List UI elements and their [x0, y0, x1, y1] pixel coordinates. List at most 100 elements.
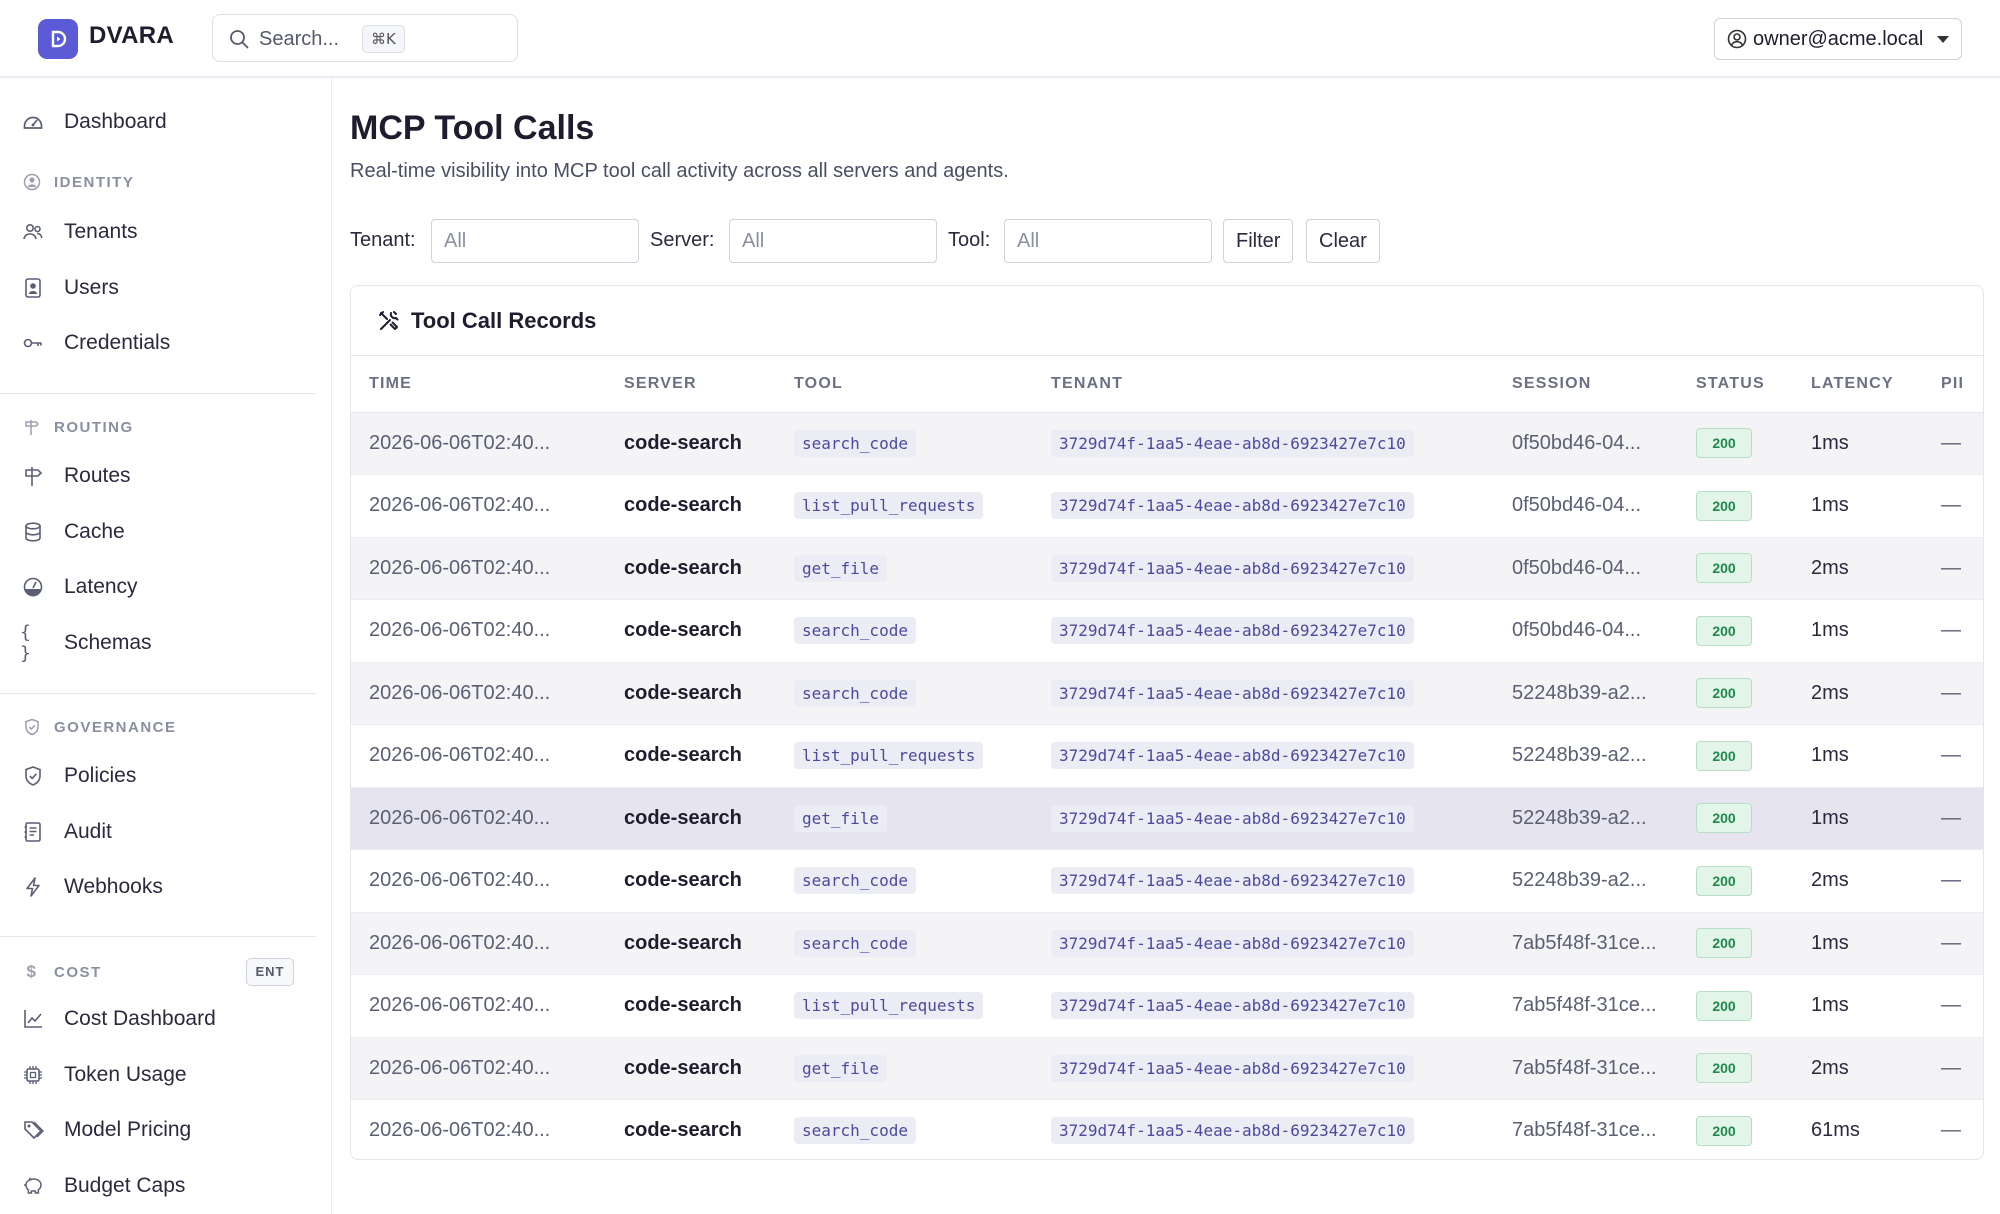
- cell-pii: —: [1923, 787, 1983, 850]
- cell-session: 7ab5f48f-31ce...: [1494, 1099, 1678, 1159]
- sidebar-item-token-usage[interactable]: Token Usage: [20, 1055, 320, 1095]
- sidebar-item-cache[interactable]: Cache: [20, 512, 320, 552]
- sidebar-item-dashboard[interactable]: Dashboard: [20, 102, 320, 142]
- sidebar-item-routes[interactable]: Routes: [20, 456, 320, 496]
- table-row[interactable]: 2026-06-06T02:40... code-search search_cod…: [351, 1099, 1983, 1159]
- tool-filter-input[interactable]: [1004, 219, 1212, 263]
- cell-session: 7ab5f48f-31ce...: [1494, 974, 1678, 1038]
- cell-status: 200: [1678, 537, 1793, 600]
- column-header-session[interactable]: SESSION: [1494, 357, 1678, 413]
- cell-time: 2026-06-06T02:40...: [351, 974, 606, 1038]
- brand-name[interactable]: DVARA: [89, 22, 175, 49]
- table-row[interactable]: 2026-06-06T02:40... code-search get_file 37…: [351, 787, 1983, 850]
- graph-up-icon: [20, 1006, 46, 1032]
- cell-latency: 1ms: [1793, 912, 1923, 975]
- cell-tenant: 3729d74f-1aa5-4eae-ab8d-6923427e7c10: [1033, 787, 1494, 850]
- table-row[interactable]: 2026-06-06T02:40... code-search list_pull_…: [351, 724, 1983, 788]
- server-filter-input[interactable]: [729, 219, 937, 263]
- sidebar-item-label: Routes: [64, 464, 131, 487]
- tenant-filter-input[interactable]: [431, 219, 639, 263]
- cell-tool: search_code: [776, 849, 1033, 913]
- cell-tool: search_code: [776, 1099, 1033, 1159]
- cell-session: 52248b39-a2...: [1494, 787, 1678, 850]
- global-search[interactable]: ⌘K: [212, 14, 518, 62]
- search-input[interactable]: [259, 25, 369, 53]
- cell-server: code-search: [606, 662, 776, 725]
- sidebar-item-webhooks[interactable]: Webhooks: [20, 867, 320, 907]
- sidebar-item-cost-dashboard[interactable]: Cost Dashboard: [20, 999, 320, 1039]
- top-bar: DVARA ⌘K owner@acme.local: [0, 0, 2000, 78]
- filter-button[interactable]: Filter: [1223, 219, 1294, 263]
- sidebar-item-tenants[interactable]: Tenants: [20, 212, 320, 252]
- cell-session: 52248b39-a2...: [1494, 662, 1678, 725]
- sidebar-item-label: Token Usage: [64, 1063, 187, 1086]
- table-row[interactable]: 2026-06-06T02:40... code-search search_cod…: [351, 912, 1983, 975]
- tool-code: get_file: [794, 554, 888, 582]
- status-badge: 200: [1696, 928, 1752, 959]
- sidebar-item-budget-caps[interactable]: Budget Caps: [20, 1166, 320, 1206]
- sidebar-item-schemas[interactable]: { } Schemas: [20, 622, 320, 664]
- table-row[interactable]: 2026-06-06T02:40... code-search search_cod…: [351, 412, 1983, 475]
- sidebar-item-audit[interactable]: Audit: [20, 812, 320, 852]
- tool-code: search_code: [794, 679, 916, 707]
- cell-server: code-search: [606, 849, 776, 913]
- table-row[interactable]: 2026-06-06T02:40... code-search get_file 37…: [351, 1037, 1983, 1100]
- dvara-logo-icon[interactable]: [38, 19, 78, 59]
- clear-button[interactable]: Clear: [1306, 219, 1380, 263]
- tenant-code: 3729d74f-1aa5-4eae-ab8d-6923427e7c10: [1051, 992, 1414, 1020]
- column-header-status[interactable]: STATUS: [1678, 357, 1793, 413]
- column-header-tenant[interactable]: TENANT: [1033, 357, 1494, 413]
- cell-status: 200: [1678, 599, 1793, 663]
- sidebar-item-policies[interactable]: Policies: [20, 756, 320, 796]
- user-menu-button[interactable]: owner@acme.local: [1714, 18, 1962, 60]
- cell-tenant: 3729d74f-1aa5-4eae-ab8d-6923427e7c10: [1033, 412, 1494, 475]
- tools-icon: [377, 309, 401, 333]
- cell-session: 52248b39-a2...: [1494, 849, 1678, 913]
- status-badge: 200: [1696, 1053, 1752, 1084]
- person-badge-icon: [20, 275, 46, 301]
- cpu-icon: [20, 1062, 46, 1088]
- shield-icon: [22, 717, 42, 737]
- table-row[interactable]: 2026-06-06T02:40... code-search search_cod…: [351, 599, 1983, 663]
- people-icon: [20, 219, 46, 245]
- table-row[interactable]: 2026-06-06T02:40... code-search search_cod…: [351, 849, 1983, 913]
- sidebar-item-label: Audit: [64, 820, 112, 843]
- column-header-server[interactable]: SERVER: [606, 357, 776, 413]
- column-header-time[interactable]: TIME: [351, 357, 606, 413]
- cell-pii: —: [1923, 662, 1983, 725]
- sidebar-item-users[interactable]: Users: [20, 268, 320, 308]
- cell-tool: get_file: [776, 1037, 1033, 1100]
- journal-text-icon: [20, 819, 46, 845]
- tenant-code: 3729d74f-1aa5-4eae-ab8d-6923427e7c10: [1051, 492, 1414, 520]
- table-row[interactable]: 2026-06-06T02:40... code-search list_pull_…: [351, 474, 1983, 538]
- cell-time: 2026-06-06T02:40...: [351, 724, 606, 788]
- cell-server: code-search: [606, 787, 776, 850]
- table-row[interactable]: 2026-06-06T02:40... code-search get_file 37…: [351, 537, 1983, 600]
- column-header-latency[interactable]: LATENCY: [1793, 357, 1923, 413]
- enterprise-badge: ENT: [246, 958, 294, 986]
- column-header-pii[interactable]: PII: [1923, 357, 1983, 413]
- status-badge: 200: [1696, 990, 1752, 1021]
- cell-status: 200: [1678, 787, 1793, 850]
- cell-tool: search_code: [776, 912, 1033, 975]
- cell-pii: —: [1923, 974, 1983, 1038]
- column-header-tool[interactable]: TOOL: [776, 357, 1033, 413]
- cell-latency: 1ms: [1793, 787, 1923, 850]
- status-badge: 200: [1696, 678, 1752, 709]
- section-routing: ROUTING: [22, 415, 134, 439]
- search-icon: [229, 29, 249, 54]
- sidebar-item-latency[interactable]: Latency: [20, 567, 320, 607]
- tenant-code: 3729d74f-1aa5-4eae-ab8d-6923427e7c10: [1051, 617, 1414, 645]
- table-row[interactable]: 2026-06-06T02:40... code-search list_pull_…: [351, 974, 1983, 1038]
- sidebar-item-credentials[interactable]: Credentials: [20, 323, 320, 363]
- cell-time: 2026-06-06T02:40...: [351, 912, 606, 975]
- cell-tool: search_code: [776, 662, 1033, 725]
- sidebar-item-model-pricing[interactable]: Model Pricing: [20, 1110, 320, 1150]
- cell-tenant: 3729d74f-1aa5-4eae-ab8d-6923427e7c10: [1033, 1099, 1494, 1159]
- sidebar-divider: [0, 936, 316, 937]
- cell-status: 200: [1678, 724, 1793, 788]
- cell-pii: —: [1923, 537, 1983, 600]
- cell-server: code-search: [606, 412, 776, 475]
- cell-pii: —: [1923, 849, 1983, 913]
- table-row[interactable]: 2026-06-06T02:40... code-search search_cod…: [351, 662, 1983, 725]
